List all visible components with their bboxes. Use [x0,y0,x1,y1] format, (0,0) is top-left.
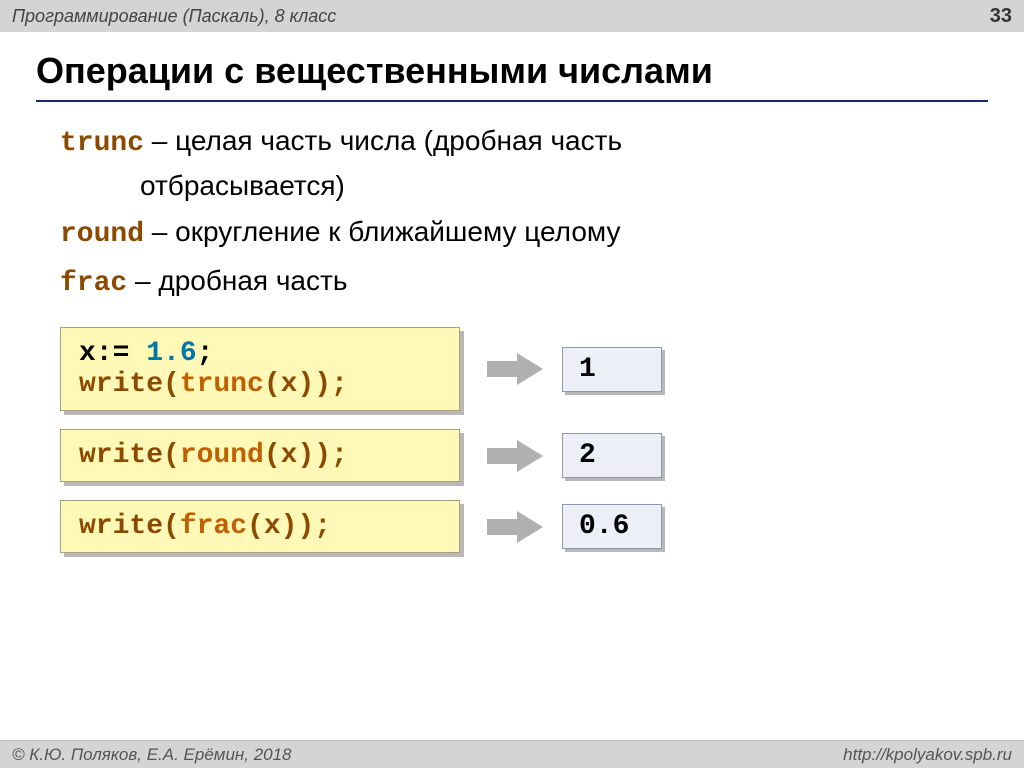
code-text: (x)); [264,369,348,400]
arrow-icon [480,507,550,547]
def-text: – дробная часть [127,265,347,296]
def-text: – целая часть числа (дробная часть [144,125,622,156]
code-keyword: write( [79,369,180,400]
code-text: ; [197,338,214,369]
def-text: – округление к ближайшему целому [144,216,620,247]
output-trunc: 1 [562,347,662,392]
code-text: (x)); [247,511,331,542]
header-title: Программирование (Паскаль), 8 класс [12,6,336,27]
code-fn: round [180,440,264,471]
page-number: 33 [990,5,1012,28]
header-bar: Программирование (Паскаль), 8 класс 33 [0,0,1024,32]
code-text: (x)); [264,440,348,471]
code-text: x:= [79,338,146,369]
page-title: Операции с вещественными числами [36,50,988,102]
slide-content: Операции с вещественными числами trunc –… [0,32,1024,553]
code-keyword: write( [79,511,180,542]
definitions-block: trunc – целая часть числа (дробная часть… [36,120,988,305]
def-round: round – округление к ближайшему целому [60,211,988,256]
code-rows: x:= 1.6; write(trunc(x)); 1 write(round(… [36,327,988,553]
footer-url: http://kpolyakov.spb.ru [843,745,1012,765]
arrow-icon [480,349,550,389]
keyword-frac: frac [60,268,127,299]
output-round: 2 [562,433,662,478]
footer-copyright: © К.Ю. Поляков, Е.А. Ерёмин, 2018 [12,745,292,765]
row-trunc: x:= 1.6; write(trunc(x)); 1 [60,327,988,411]
def-text-cont: отбрасывается) [60,165,988,207]
code-box-trunc: x:= 1.6; write(trunc(x)); [60,327,460,411]
arrow-icon [480,436,550,476]
code-fn: trunc [180,369,264,400]
def-frac: frac – дробная часть [60,260,988,305]
code-keyword: write( [79,440,180,471]
code-fn: frac [180,511,247,542]
row-frac: write(frac(x)); 0.6 [60,500,988,553]
keyword-trunc: trunc [60,128,144,159]
output-frac: 0.6 [562,504,662,549]
row-round: write(round(x)); 2 [60,429,988,482]
code-box-round: write(round(x)); [60,429,460,482]
code-box-frac: write(frac(x)); [60,500,460,553]
footer-bar: © К.Ю. Поляков, Е.А. Ерёмин, 2018 http:/… [0,740,1024,768]
code-number: 1.6 [146,338,196,369]
keyword-round: round [60,219,144,250]
def-trunc: trunc – целая часть числа (дробная часть… [60,120,988,207]
